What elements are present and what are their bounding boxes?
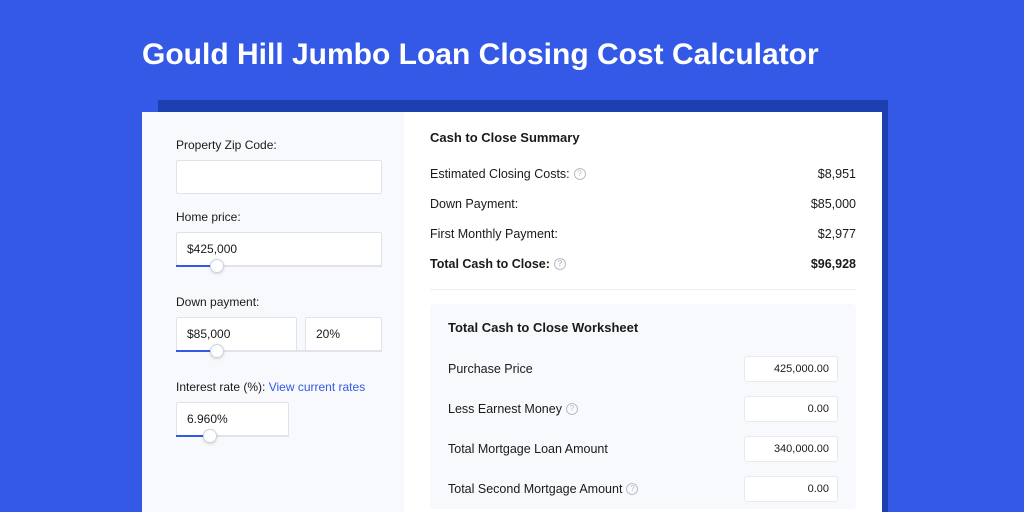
summary-row: Down Payment: $85,000: [430, 189, 856, 219]
help-icon[interactable]: ?: [554, 258, 566, 270]
inputs-panel: Property Zip Code: Home price: Down paym…: [142, 112, 404, 512]
results-panel: Cash to Close Summary Estimated Closing …: [404, 112, 882, 512]
calculator-card: Property Zip Code: Home price: Down paym…: [142, 112, 882, 512]
worksheet-row: Total Mortgage Loan Amount 340,000.00: [448, 429, 838, 469]
worksheet-label-text: Total Mortgage Loan Amount: [448, 442, 608, 456]
worksheet-rows: Purchase Price 425,000.00 Less Earnest Mon…: [448, 349, 838, 509]
zip-label: Property Zip Code:: [176, 138, 382, 152]
summary-row-value: $8,951: [818, 167, 856, 181]
summary-row-label: Down Payment:: [430, 197, 518, 211]
summary-label-text: Total Cash to Close:: [430, 257, 550, 271]
worksheet-row-label: Purchase Price: [448, 362, 533, 376]
interest-label: Interest rate (%): View current rates: [176, 380, 382, 394]
help-icon[interactable]: ?: [566, 403, 578, 415]
home-price-label: Home price:: [176, 210, 382, 224]
summary-row-label: Estimated Closing Costs:?: [430, 167, 586, 181]
worksheet-row-label: Less Earnest Money?: [448, 402, 578, 416]
summary-row-value: $96,928: [811, 257, 856, 271]
summary-rows: Estimated Closing Costs:? $8,951 Down Paym…: [430, 159, 856, 279]
page-title: Gould Hill Jumbo Loan Closing Cost Calcu…: [0, 0, 1024, 92]
worksheet-value-box[interactable]: 0.00: [744, 396, 838, 422]
worksheet-section: Total Cash to Close Worksheet Purchase P…: [430, 304, 856, 509]
worksheet-value-box[interactable]: 0.00: [744, 476, 838, 502]
down-payment-field-group: Down payment:: [176, 295, 382, 364]
interest-input[interactable]: [176, 402, 289, 436]
down-payment-input-row: [176, 317, 382, 351]
worksheet-row-label: Total Second Mortgage Amount?: [448, 482, 638, 496]
worksheet-value-box[interactable]: 340,000.00: [744, 436, 838, 462]
worksheet-label-text: Total Second Mortgage Amount: [448, 482, 622, 496]
summary-row-label: Total Cash to Close:?: [430, 257, 566, 271]
view-rates-link[interactable]: View current rates: [269, 380, 366, 394]
interest-slider[interactable]: [176, 435, 289, 449]
help-icon[interactable]: ?: [574, 168, 586, 180]
summary-row-value: $85,000: [811, 197, 856, 211]
down-payment-pct-input[interactable]: [305, 317, 382, 351]
worksheet-row: Total Second Mortgage Amount? 0.00: [448, 469, 838, 509]
zip-input[interactable]: [176, 160, 382, 194]
home-price-field-group: Home price:: [176, 210, 382, 279]
worksheet-row-label: Total Mortgage Loan Amount: [448, 442, 608, 456]
help-icon[interactable]: ?: [626, 483, 638, 495]
down-payment-label: Down payment:: [176, 295, 382, 309]
summary-row: Estimated Closing Costs:? $8,951: [430, 159, 856, 189]
zip-field-group: Property Zip Code:: [176, 138, 382, 194]
summary-section: Cash to Close Summary Estimated Closing …: [430, 130, 856, 290]
summary-row: First Monthly Payment: $2,977: [430, 219, 856, 249]
summary-label-text: First Monthly Payment:: [430, 227, 558, 241]
summary-heading: Cash to Close Summary: [430, 130, 856, 145]
worksheet-label-text: Less Earnest Money: [448, 402, 562, 416]
summary-label-text: Down Payment:: [430, 197, 518, 211]
home-price-input[interactable]: [176, 232, 382, 266]
slider-thumb[interactable]: [210, 344, 224, 358]
interest-label-text: Interest rate (%):: [176, 380, 269, 394]
summary-row-value: $2,977: [818, 227, 856, 241]
worksheet-heading: Total Cash to Close Worksheet: [448, 320, 838, 335]
summary-label-text: Estimated Closing Costs:: [430, 167, 570, 181]
slider-thumb[interactable]: [203, 429, 217, 443]
worksheet-label-text: Purchase Price: [448, 362, 533, 376]
summary-row-label: First Monthly Payment:: [430, 227, 558, 241]
down-payment-slider[interactable]: [176, 350, 382, 364]
slider-thumb[interactable]: [210, 259, 224, 273]
interest-field-group: Interest rate (%): View current rates: [176, 380, 382, 449]
down-payment-input[interactable]: [176, 317, 297, 351]
home-price-slider[interactable]: [176, 265, 382, 279]
worksheet-row: Less Earnest Money? 0.00: [448, 389, 838, 429]
summary-row: Total Cash to Close:? $96,928: [430, 249, 856, 279]
worksheet-row: Purchase Price 425,000.00: [448, 349, 838, 389]
worksheet-value-box[interactable]: 425,000.00: [744, 356, 838, 382]
